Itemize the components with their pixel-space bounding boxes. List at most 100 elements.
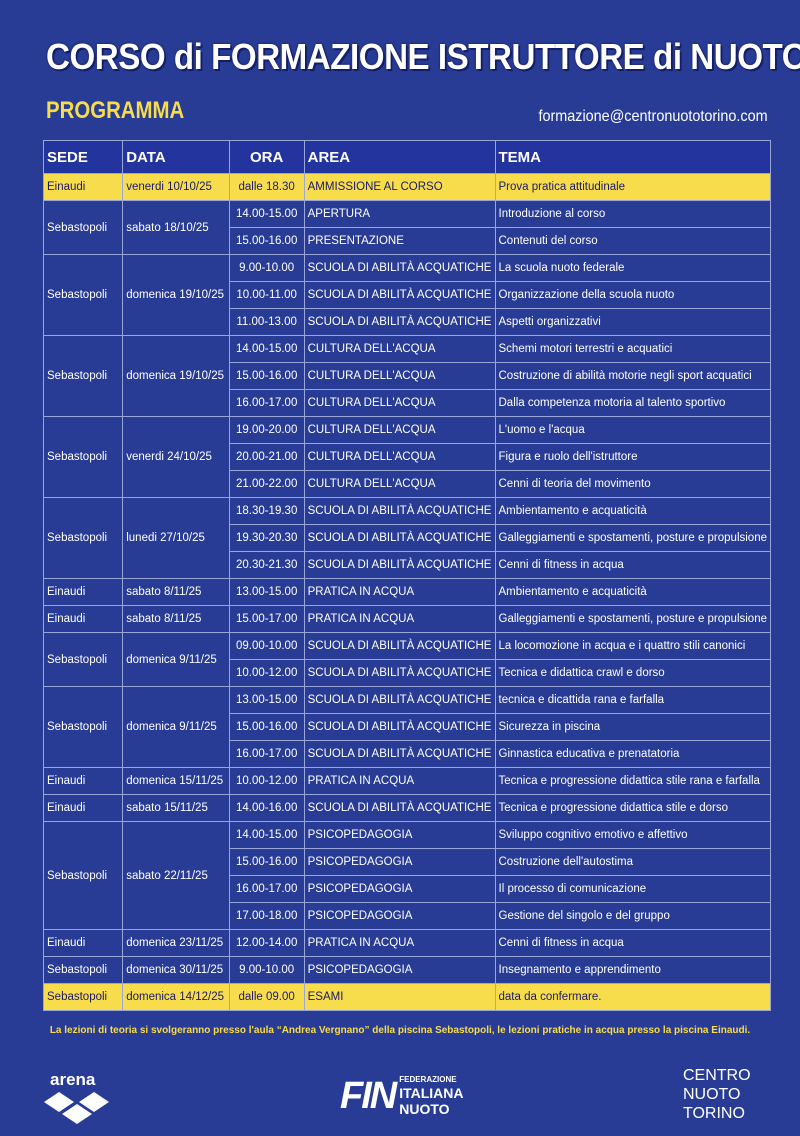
table-row: 19.30-20.30 SCUOLA DI ABILITÀ ACQUATICHE G… — [44, 524, 771, 552]
page-title: CORSO di FORMAZIONE ISTRUTTORE di NUOTO — [46, 36, 800, 77]
cell-ora: 14.00-15.00 — [228, 335, 305, 363]
table-row: Sebastopoli domenica 30/11/25 9.00-10.00 PS… — [42, 956, 771, 984]
table-row: Sebastopoli domenica 19/10/25 9.00-10.00 SC… — [42, 254, 771, 336]
cell-area: PSICOPEDAGOGIA — [303, 902, 496, 930]
table-row: Sebastopoli sabato 22/11/25 14.00-15.00 PSI… — [42, 821, 771, 930]
cell-area: SCUOLA DI ABILITÀ ACQUATICHE — [303, 686, 496, 714]
cell-area: SCUOLA DI ABILITÀ ACQUATICHE — [303, 524, 496, 552]
cell-ora: 14.00-15.00 — [228, 821, 305, 849]
cell-ora: 13.00-15.00 — [228, 686, 305, 714]
cell-ora: 21.00-22.00 — [228, 470, 305, 498]
cell-tema: data da confermare. — [494, 983, 771, 1011]
table-row: Sebastopoli domenica 9/11/25 09.00-10.00 SC… — [42, 632, 771, 687]
fin-logo-line: FEDERAZIONE — [399, 1075, 457, 1084]
table-row: 20.30-21.30 SCUOLA DI ABILITÀ ACQUATICHE C… — [44, 551, 771, 579]
cell-area: SCUOLA DI ABILITÀ ACQUATICHE — [303, 254, 496, 282]
col-data: DATA — [122, 140, 230, 174]
cell-ora: 13.00-15.00 — [228, 578, 305, 606]
cell-area: ESAMI — [303, 983, 496, 1011]
cell-area: SCUOLA DI ABILITÀ ACQUATICHE — [303, 632, 496, 660]
col-sede: SEDE — [42, 140, 124, 174]
cell-data: domenica 15/11/25 — [122, 767, 230, 795]
cell-tema: Prova pratica attitudinale — [494, 173, 771, 201]
cell-tema: tecnica e dicattida rana e farfalla — [494, 686, 771, 714]
cell-area: PSICOPEDAGOGIA — [303, 875, 496, 903]
cell-ora: dalle 09.00 — [228, 983, 305, 1011]
cell-tema: Dalla competenza motoria al talento spor… — [494, 389, 771, 417]
cell-tema: Galleggiamenti e spostamenti, posture e … — [494, 524, 771, 552]
cell-area: PRATICA IN ACQUA — [303, 578, 496, 606]
cell-ora: 19.00-20.00 — [228, 416, 305, 444]
table-row: Sebastopoli sabato 18/10/25 14.00-15.00 APE… — [42, 200, 771, 255]
cell-sede: Einaudi — [42, 173, 124, 201]
cell-ora: 20.00-21.00 — [228, 443, 305, 471]
cell-sede: Einaudi — [42, 605, 124, 633]
cell-area: PSICOPEDAGOGIA — [303, 956, 496, 984]
cell-ora: 15.00-16.00 — [228, 713, 305, 741]
cell-tema: Insegnamento e apprendimento — [494, 956, 771, 984]
cnt-logo-line: NUOTO — [683, 1086, 741, 1103]
cell-data: sabato 22/11/25 — [122, 821, 230, 930]
cell-tema: L'uomo e l'acqua — [494, 416, 771, 444]
cell-tema: Sviluppo cognitivo emotivo e affettivo — [494, 821, 771, 849]
cell-area: PSICOPEDAGOGIA — [303, 848, 496, 876]
cnt-logo-line: TORINO — [683, 1105, 745, 1122]
cell-tema: Contenuti del corso — [494, 227, 771, 255]
cell-ora: 10.00-12.00 — [228, 767, 305, 795]
table-row: 15.00-16.00 PRESENTAZIONE Contenuti del co… — [44, 227, 771, 255]
cell-ora: 16.00-17.00 — [228, 740, 305, 768]
table-row: Sebastopoli domenica 19/10/25 14.00-15.00 C… — [42, 335, 771, 417]
cell-area: CULTURA DELL'ACQUA — [303, 470, 496, 498]
fin-logo-line: ITALIANA — [399, 1085, 464, 1101]
cell-ora: 16.00-17.00 — [228, 875, 305, 903]
cell-area: SCUOLA DI ABILITÀ ACQUATICHE — [303, 308, 496, 336]
cell-area: CULTURA DELL'ACQUA — [303, 362, 496, 390]
fin-logo-line: NUOTO — [399, 1101, 450, 1117]
cell-tema: La locomozione in acqua e i quattro stil… — [494, 632, 771, 660]
table-row: Sebastopoli lunedi 27/10/25 18.30-19.30 SCU… — [42, 497, 771, 579]
cell-tema: Organizzazione della scuola nuoto — [494, 281, 771, 309]
cell-area: CULTURA DELL'ACQUA — [303, 416, 496, 444]
cell-area: SCUOLA DI ABILITÀ ACQUATICHE — [303, 713, 496, 741]
cell-ora: 18.30-19.30 — [228, 497, 305, 525]
fin-logo: FIN FEDERAZIONE ITALIANA NUOTO — [340, 1074, 464, 1118]
cell-area: PRESENTAZIONE — [303, 227, 496, 255]
table-row: Sebastopoli domenica 9/11/25 13.00-15.00 SC… — [42, 686, 771, 768]
cell-area: SCUOLA DI ABILITÀ ACQUATICHE — [303, 281, 496, 309]
cell-data: venerdi 24/10/25 — [122, 416, 230, 498]
cell-tema: Ambientamento e acquaticità — [494, 497, 771, 525]
cell-area: PRATICA IN ACQUA — [303, 767, 496, 795]
cell-tema: Sicurezza in piscina — [494, 713, 771, 741]
cell-data: domenica 19/10/25 — [122, 254, 230, 336]
table-row: 21.00-22.00 CULTURA DELL'ACQUA Cenni di te… — [44, 470, 771, 498]
cell-tema: Tecnica e progressione didattica stile r… — [494, 767, 771, 795]
footnote: La lezioni di teoria si svolgeranno pres… — [49, 1025, 751, 1036]
cell-sede: Sebastopoli — [42, 983, 124, 1011]
table-row: Einaudi domenica 15/11/25 10.00-12.00 PRATI… — [42, 767, 771, 795]
cell-tema: La scuola nuoto federale — [494, 254, 771, 282]
cell-ora: 14.00-16.00 — [228, 794, 305, 822]
cell-ora: 9.00-10.00 — [228, 956, 305, 984]
cell-ora: 9.00-10.00 — [228, 254, 305, 282]
cell-data: venerdi 10/10/25 — [122, 173, 230, 201]
schedule-body: Einaudi venerdi 10/10/25 dalle 18.30 AMMISS… — [42, 173, 771, 1011]
cell-data: domenica 14/12/25 — [122, 983, 230, 1011]
table-row: 17.00-18.00 PSICOPEDAGOGIA Gestione del si… — [44, 902, 771, 930]
cell-data: sabato 18/10/25 — [122, 200, 230, 255]
cell-tema: Aspetti organizzativi — [494, 308, 771, 336]
section-title: PROGRAMMA — [46, 97, 185, 124]
cell-ora: 14.00-15.00 — [228, 200, 305, 228]
cell-sede: Sebastopoli — [42, 821, 124, 930]
email-link[interactable]: formazione@centronuototorino.com — [538, 108, 768, 125]
table-row: Sebastopoli domenica 14/12/25 dalle 09.00 E… — [42, 983, 771, 1011]
table-row: Einaudi sabato 15/11/25 14.00-16.00 SCUOLA … — [42, 794, 771, 822]
table-row: 10.00-11.00 SCUOLA DI ABILITÀ ACQUATICHE O… — [44, 281, 771, 309]
cell-sede: Sebastopoli — [42, 335, 124, 417]
cell-data: domenica 9/11/25 — [122, 632, 230, 687]
table-row: 15.00-16.00 SCUOLA DI ABILITÀ ACQUATICHE S… — [44, 713, 771, 741]
arena-diamonds-icon — [44, 1092, 109, 1124]
cell-sede: Sebastopoli — [42, 497, 124, 579]
cell-tema: Ginnastica educativa e prenatatoria — [494, 740, 771, 768]
cell-tema: Ambientamento e acquaticità — [494, 578, 771, 606]
cell-tema: Il processo di comunicazione — [494, 875, 771, 903]
